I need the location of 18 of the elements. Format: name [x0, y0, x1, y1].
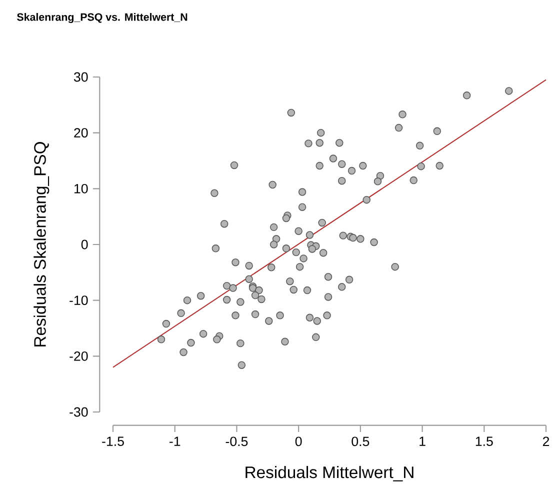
- x-tick-label: -1.5: [102, 436, 124, 446]
- x-tick-label: 2: [542, 436, 550, 446]
- y-tick-label: -10: [70, 296, 88, 306]
- x-axis-title: Residuals Mittelwert_N: [246, 466, 414, 482]
- y-tick-label: -30: [70, 407, 88, 417]
- y-tick-label: 10: [74, 184, 88, 194]
- x-tick-label: -0.5: [226, 436, 248, 446]
- x-tick-label: 1.5: [476, 436, 493, 446]
- y-tick-label: -20: [70, 352, 88, 361]
- y-tick-label: 20: [74, 128, 88, 138]
- chart-title: Skalenrang_PSQ vs. Mittelwert_N: [17, 13, 188, 24]
- x-tick-label: 1: [420, 436, 426, 446]
- x-tick-label: 0: [295, 436, 302, 446]
- y-tick-label: 0: [81, 240, 88, 250]
- y-axis-title: Residuals Skalenrang_PSQ: [34, 142, 50, 347]
- x-tick-label: -1: [170, 436, 180, 446]
- x-tick-label: 0.5: [352, 436, 370, 446]
- y-tick-label: 30: [74, 72, 88, 82]
